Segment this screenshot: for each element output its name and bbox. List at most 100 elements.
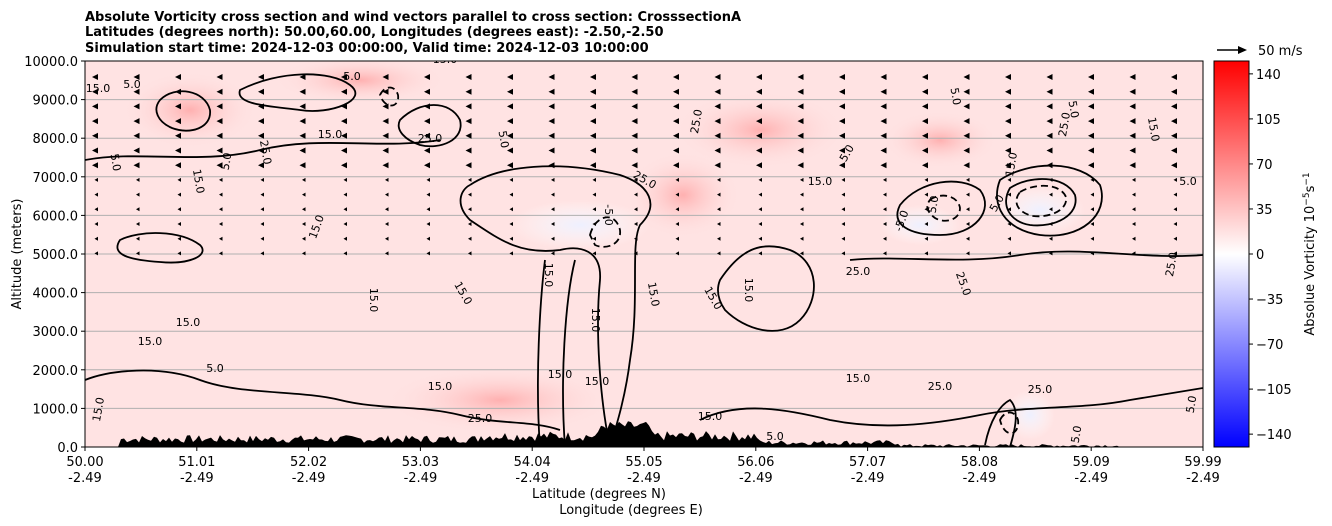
wind-arrow	[507, 103, 513, 110]
wind-arrow	[92, 132, 98, 139]
contour-line	[85, 369, 561, 431]
wind-arrow	[1129, 162, 1136, 169]
wind-arrow	[758, 177, 762, 182]
contour-label: 5.0	[206, 362, 224, 375]
wind-arrow	[1049, 251, 1053, 256]
wind-arrow	[136, 207, 140, 212]
wind-arrow	[258, 74, 264, 80]
wind-arrow	[260, 236, 264, 241]
wind-arrow	[883, 251, 887, 256]
wind-arrow	[1005, 118, 1011, 125]
y-tick-label: 4000.0	[33, 287, 79, 302]
wind-arrow	[548, 103, 555, 110]
wind-arrow	[634, 192, 638, 197]
wind-arrow	[966, 222, 970, 226]
wind-arrow	[551, 236, 555, 241]
y-axis-label: Altitude (meters)	[10, 199, 25, 310]
wind-arrow	[880, 74, 887, 80]
wind-arrow	[1046, 132, 1053, 139]
wind-arrow	[133, 88, 140, 95]
wind-arrow	[548, 74, 555, 80]
x-tick-label-lon: -2.49	[627, 471, 661, 486]
wind-arrow	[966, 207, 970, 212]
wind-arrow	[92, 103, 98, 110]
field-shade	[670, 90, 850, 170]
wind-arrow	[343, 192, 347, 197]
contour-label: 25.0	[1028, 383, 1053, 396]
wind-arrow	[385, 177, 389, 182]
wind-arrow	[797, 118, 804, 125]
wind-arrow	[1049, 177, 1053, 182]
wind-arrow	[841, 192, 845, 197]
wind-arrow	[1129, 118, 1136, 125]
wind-arrow	[717, 192, 721, 197]
wind-arrow	[94, 236, 98, 241]
wind-arrow	[382, 132, 389, 139]
wind-arrow	[714, 132, 721, 139]
wind-arrow	[1088, 74, 1094, 80]
wind-arrow	[258, 103, 264, 110]
wind-arrow	[177, 192, 181, 197]
wind-arrow	[1171, 132, 1177, 139]
wind-arrow	[216, 132, 223, 139]
wind-arrow	[717, 222, 721, 226]
wind-arrow	[714, 74, 721, 80]
y-axis: 0.0 1000.0 2000.0 3000.0 4000.0 5000.0 6000.0 7…	[24, 55, 85, 456]
wind-arrow	[382, 103, 389, 110]
wind-arrow	[1007, 192, 1011, 197]
wind-arrow	[509, 222, 513, 226]
wind-arrow	[880, 132, 887, 139]
wind-arrow	[1171, 74, 1177, 80]
wind-arrow	[133, 162, 140, 169]
wind-arrow	[133, 132, 140, 139]
contour-label: 5.0	[1179, 175, 1197, 188]
wind-arrow	[465, 103, 472, 110]
x-tick-label-lon: -2.49	[404, 471, 438, 486]
wind-arrow	[883, 177, 887, 182]
wind-arrow	[1090, 251, 1094, 256]
field-shade	[1005, 390, 1055, 440]
wind-arrow	[1173, 251, 1177, 256]
wind-arrow	[343, 236, 347, 241]
wind-arrow	[385, 222, 389, 226]
wind-arrow	[216, 74, 223, 80]
contour-label: 15.0	[846, 372, 871, 385]
quiver-key-label: 50 m/s	[1258, 44, 1303, 59]
wind-arrow	[341, 147, 347, 154]
wind-arrow	[675, 207, 679, 212]
wind-arrow	[797, 162, 804, 169]
wind-arrow	[797, 103, 804, 110]
wind-arrow	[839, 118, 845, 125]
contour-line	[562, 259, 576, 447]
contour-label: 15.0	[86, 82, 111, 95]
colorbar-tick-label: −35	[1256, 293, 1283, 308]
contour-label: 5.0	[1069, 425, 1085, 444]
wind-arrow	[465, 88, 472, 95]
wind-arrow	[343, 251, 347, 256]
wind-arrow	[385, 236, 389, 241]
wind-arrow	[177, 222, 181, 226]
contour-label: 15.0	[1145, 116, 1162, 142]
wind-arrow	[634, 251, 638, 256]
contour-label: 15.0	[542, 263, 555, 288]
wind-arrow	[758, 236, 762, 241]
wind-arrow	[219, 251, 223, 256]
wind-arrow	[675, 222, 679, 226]
wind-arrow	[92, 147, 98, 154]
wind-arrow	[717, 236, 721, 241]
wind-arrow	[590, 118, 596, 125]
contour-line	[699, 387, 1203, 427]
contour-label: 15.0	[1003, 151, 1020, 177]
wind-arrow	[299, 74, 306, 80]
wind-arrow	[219, 236, 223, 241]
wind-arrow	[756, 147, 762, 154]
wind-arrow	[839, 74, 845, 80]
wind-arrow	[385, 251, 389, 256]
wind-arrow	[634, 236, 638, 241]
wind-arrow	[465, 118, 472, 125]
wind-arrow	[426, 236, 430, 241]
wind-arrow	[260, 251, 264, 256]
wind-arrow	[258, 162, 264, 169]
contour-line	[238, 73, 357, 112]
wind-arrow	[1007, 207, 1011, 212]
